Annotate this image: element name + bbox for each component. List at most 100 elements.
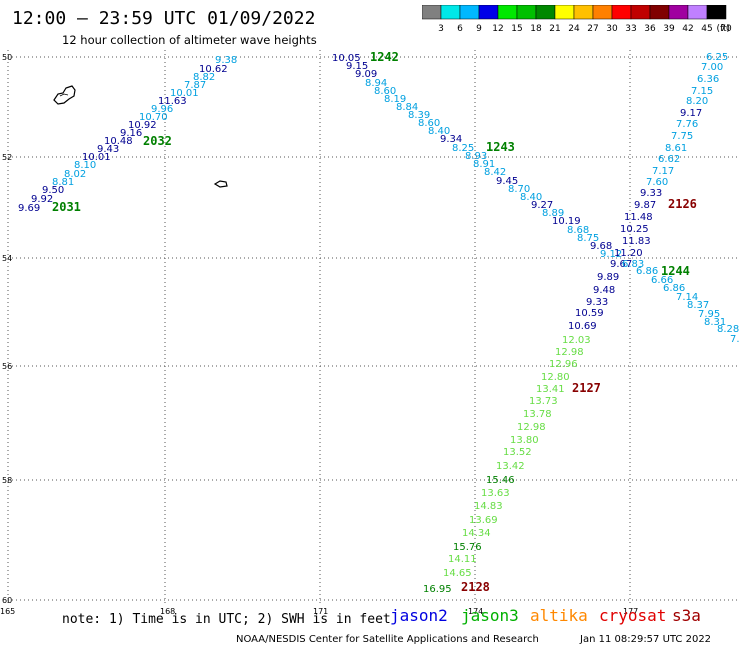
colorbar-tick-label: 42 <box>682 24 693 34</box>
wave-height-label: 13.73 <box>529 396 558 407</box>
wave-height-label: 7. <box>730 334 740 345</box>
pass-time-label: 1244 <box>661 264 690 278</box>
wave-height-label: 13.41 <box>536 384 565 395</box>
wave-height-label: 10.01 <box>82 152 111 163</box>
wave-height-label: 10.05 <box>332 53 361 64</box>
wave-height-label: 9.38 <box>215 55 237 66</box>
footer-note: note: 1) Time is in UTC; 2) SWH is in fe… <box>62 612 391 627</box>
colorbar-unit: (ft) <box>716 24 730 34</box>
pass-time-label: 1243 <box>486 140 515 154</box>
wave-height-label: 9.89 <box>597 272 619 283</box>
legend-altika: altika <box>530 606 588 625</box>
wave-height-label: 8.68 <box>567 225 589 236</box>
wave-height-label: 10.19 <box>552 216 581 227</box>
wave-height-label: 11.48 <box>624 212 653 223</box>
wave-height-label: 13.69 <box>469 515 498 526</box>
wave-height-label: 6.86 <box>663 283 685 294</box>
wave-height-label: 7.00 <box>701 62 723 73</box>
wave-height-label: 10.01 <box>170 88 199 99</box>
wave-height-label: 12.80 <box>541 372 570 383</box>
wave-height-label: 8.42 <box>484 167 506 178</box>
wave-height-label: 8.94 <box>365 78 387 89</box>
colorbar-tick-label: 36 <box>644 24 656 34</box>
wave-height-label: 9.17 <box>680 108 702 119</box>
wave-height-label: 11.63 <box>158 96 187 107</box>
colorbar-tick-label: 24 <box>568 24 580 34</box>
island-outline <box>59 93 69 97</box>
wave-height-label: 8.82 <box>193 72 215 83</box>
wave-height-label: 10.48 <box>104 136 133 147</box>
wave-height-label: 7.15 <box>691 86 713 97</box>
wave-height-label: 6.66 <box>651 275 673 286</box>
wave-height-label: 9.09 <box>355 69 377 80</box>
island-outline <box>53 85 76 105</box>
lon-tick-label: 177 <box>623 607 638 616</box>
wave-height-label: 6.62 <box>658 154 680 165</box>
wave-height-label: 8.40 <box>428 126 450 137</box>
wave-height-label: 8.37 <box>687 300 709 311</box>
wave-height-label: 7.14 <box>676 292 698 303</box>
colorbar-tick-label: 70 <box>720 24 732 34</box>
wave-height-label: 10.92 <box>128 120 157 131</box>
wave-height-label: 15.46 <box>486 475 515 486</box>
wave-height-label: 12.03 <box>562 335 591 346</box>
legend-s3a: s3a <box>672 606 701 625</box>
page-subtitle: 12 hour collection of altimeter wave hei… <box>62 33 317 47</box>
colorbar-tick-label: 18 <box>530 24 542 34</box>
wave-height-label: 8.20 <box>686 96 708 107</box>
wave-height-label: 6.86 <box>636 266 658 277</box>
lat-tick-label: 60 <box>2 596 12 605</box>
wave-height-label: 9.67 <box>610 259 632 270</box>
colorbar-tick-label: 6 <box>457 24 463 34</box>
wave-height-label: 6.83 <box>622 259 644 270</box>
colorbar-tick-label: 9 <box>476 24 482 34</box>
legend-cryosat: cryosat <box>599 606 667 625</box>
lat-tick-label: 52 <box>2 153 12 162</box>
wave-height-label: 11.20 <box>614 248 643 259</box>
pass-time-label: 2127 <box>572 381 601 395</box>
colorbar-tick-label: 39 <box>663 24 675 34</box>
wave-height-label: 7.17 <box>652 166 674 177</box>
map-grid <box>7 50 740 604</box>
lon-tick-label: 174 <box>468 607 483 616</box>
wave-height-label: 13.42 <box>496 461 525 472</box>
wave-height-label: 12.98 <box>555 347 584 358</box>
wave-height-label: 12.96 <box>549 359 578 370</box>
lon-tick-label: 171 <box>313 607 328 616</box>
colorbar-tick-label: 33 <box>625 24 636 34</box>
wave-height-label: 14.11 <box>448 554 477 565</box>
wave-height-label: 9.69 <box>18 203 40 214</box>
wave-height-label: 9.34 <box>440 134 462 145</box>
wave-height-label: 8.91 <box>473 159 495 170</box>
wave-height-label: 13.63 <box>481 488 510 499</box>
pass-time-label: 1242 <box>370 50 399 64</box>
wave-height-label: 8.10 <box>74 160 96 171</box>
wave-height-label: 9.45 <box>496 176 518 187</box>
wave-height-label: 8.60 <box>374 86 396 97</box>
colorbar-tick-label: 15 <box>511 24 522 34</box>
wave-height-label: 7.60 <box>646 177 668 188</box>
wave-height-label: 8.19 <box>384 94 406 105</box>
lon-tick-label: 165 <box>0 607 15 616</box>
wave-height-label: 12.98 <box>517 422 546 433</box>
legend-jason3: jason3 <box>461 606 519 625</box>
legend-jason2: jason2 <box>390 606 448 625</box>
wave-height-label: 14.83 <box>474 501 503 512</box>
wave-height-label: 8.40 <box>520 192 542 203</box>
wave-height-label: 8.02 <box>64 169 86 180</box>
wave-height-label: 6.36 <box>697 74 719 85</box>
wave-height-label: 14.65 <box>443 568 472 579</box>
lat-tick-label: 54 <box>2 254 12 263</box>
credit-source: NOAA/NESDIS Center for Satellite Applica… <box>236 634 539 645</box>
wave-height-label: 9.16 <box>120 128 142 139</box>
wave-height-label: 8.60 <box>418 118 440 129</box>
wave-height-label: 7.87 <box>184 80 206 91</box>
wave-height-label: 16.95 <box>423 584 452 595</box>
wave-height-label: 8.39 <box>408 110 430 121</box>
wave-height-label: 13.52 <box>503 447 532 458</box>
wave-height-label: 7.76 <box>676 119 698 130</box>
wave-height-label: 8.81 <box>52 177 74 188</box>
colorbar-swatch <box>706 5 727 20</box>
